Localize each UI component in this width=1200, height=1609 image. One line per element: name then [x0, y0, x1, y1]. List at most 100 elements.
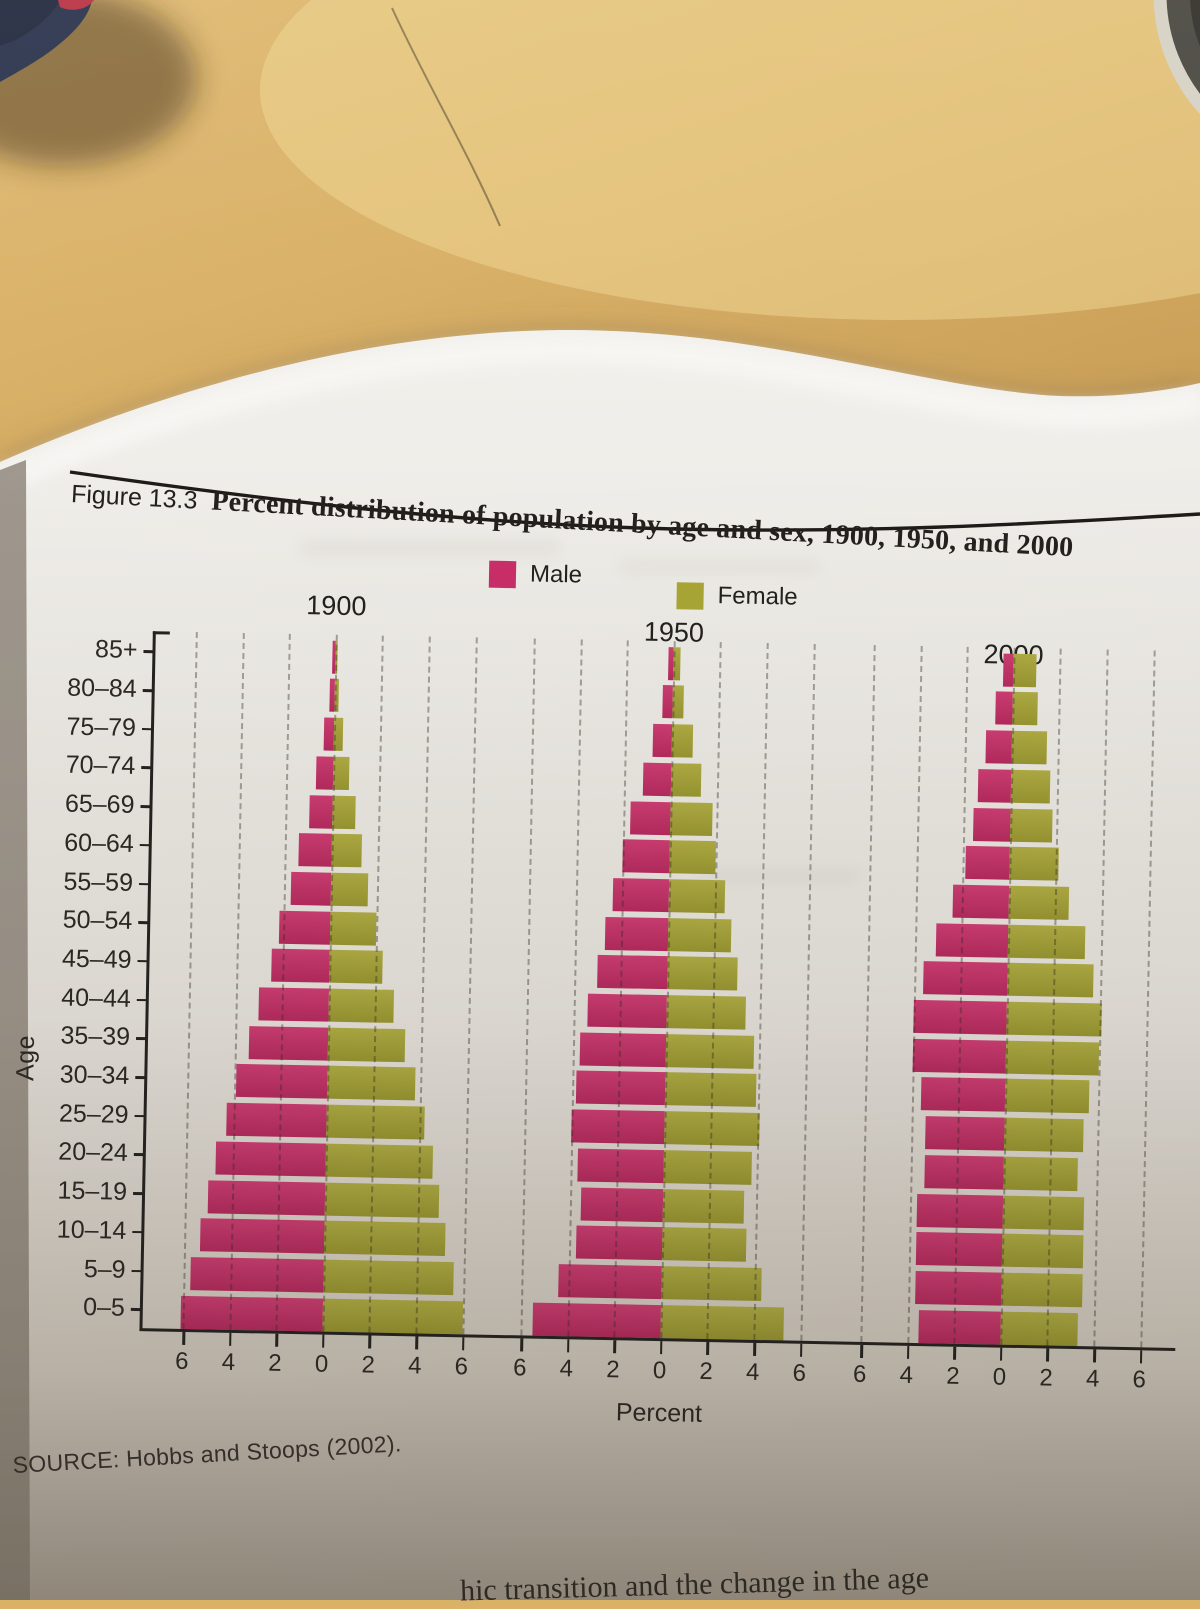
- male-bar-70–74: [977, 768, 1012, 803]
- age-label: 20–24: [58, 1137, 129, 1168]
- x-tick-label: 0: [992, 1363, 1007, 1391]
- female-bar-45–49: [1006, 962, 1094, 998]
- female-bar-65–69: [1009, 808, 1053, 843]
- page-stack-edge: [0, 460, 30, 1600]
- male-bar-0–5: [918, 1309, 1001, 1345]
- plot-area: [860, 645, 1156, 1348]
- female-bar-15–19: [1002, 1195, 1085, 1230]
- x-axis-tick: [566, 1339, 570, 1353]
- male-bar-35–39: [579, 1032, 667, 1067]
- male-bar-0–5: [180, 1295, 323, 1332]
- x-axis-tick: [321, 1334, 325, 1348]
- female-bar-20–24: [1003, 1156, 1079, 1191]
- female-bar-80–84: [1012, 692, 1039, 726]
- female-bar-35–39: [665, 1033, 755, 1069]
- age-label: 5–9: [83, 1254, 126, 1284]
- male-bar-10–14: [200, 1218, 325, 1254]
- male-bar-65–69: [630, 800, 671, 835]
- female-bar-60–64: [1009, 846, 1059, 881]
- male-bar-55–59: [290, 871, 332, 906]
- female-bar-65–69: [331, 795, 356, 829]
- x-tick-label: 4: [899, 1361, 914, 1389]
- x-axis-tick: [415, 1336, 418, 1350]
- hair-strand: [391, 7, 501, 227]
- x-tick-label: 2: [1039, 1364, 1054, 1392]
- male-bar-65–69: [308, 794, 333, 829]
- male-bar-60–64: [622, 839, 670, 874]
- female-bar-65–69: [669, 801, 713, 836]
- male-bar-70–74: [642, 762, 672, 797]
- female-bar-75–79: [1011, 730, 1047, 765]
- gridline: [182, 632, 198, 1329]
- female-bar-60–64: [669, 840, 717, 875]
- y-axis-tick: [142, 689, 153, 692]
- female-bar-20–24: [325, 1143, 434, 1179]
- y-axis-tick: [141, 766, 152, 770]
- jar-lid-top: [1190, 0, 1200, 47]
- female-bar-20–24: [663, 1149, 753, 1185]
- male-bar-0–5: [532, 1302, 661, 1338]
- age-axis: 85+ 80–84 75–79 70–74 65–69 60–64 55–59 50–54 45…: [22, 629, 170, 1331]
- y-axis-tick: [137, 959, 148, 963]
- male-bar-15–19: [208, 1179, 326, 1216]
- male-bar-20–24: [923, 1154, 1004, 1190]
- male-bar-20–24: [576, 1148, 664, 1183]
- age-label: 80–84: [66, 673, 138, 703]
- male-bar-75–79: [985, 730, 1012, 764]
- figure-top-rule: [69, 470, 1200, 532]
- male-bar-40–44: [586, 993, 667, 1029]
- x-axis-tick: [799, 1343, 803, 1357]
- female-bar-50–54: [1007, 924, 1086, 959]
- male-bar-50–54: [604, 916, 669, 951]
- y-axis-tick: [136, 998, 147, 1002]
- y-axis-tick: [132, 1230, 143, 1234]
- female-bar-55–59: [1008, 885, 1070, 920]
- age-label: 25–29: [58, 1099, 129, 1129]
- x-axis-tick: [706, 1341, 710, 1356]
- female-bar-60–64: [331, 833, 363, 868]
- gridline: [462, 637, 478, 1335]
- legend-item-male: Male: [488, 560, 582, 590]
- print-showthrough: [700, 870, 860, 882]
- y-axis-tick: [133, 1192, 144, 1195]
- x-axis-tick: [275, 1333, 279, 1347]
- gridline: [1093, 649, 1109, 1347]
- x-tick-label: 0: [314, 1350, 329, 1378]
- male-bar-40–44: [258, 987, 329, 1022]
- female-bar-35–39: [327, 1027, 405, 1062]
- x-tick-label: 6: [512, 1354, 527, 1382]
- x-axis-tick: [1139, 1350, 1143, 1364]
- age-label: 65–69: [64, 789, 135, 820]
- female-color-swatch: [676, 581, 704, 610]
- male-color-swatch: [488, 560, 517, 588]
- print-showthrough: [300, 540, 560, 556]
- male-bar-30–34: [576, 1070, 666, 1106]
- age-label: 55–59: [63, 867, 134, 897]
- gridline: [520, 638, 536, 1336]
- y-axis-tick: [131, 1269, 142, 1273]
- age-label: 45–49: [61, 944, 132, 974]
- male-bar-10–14: [575, 1225, 663, 1261]
- age-label: 70–74: [65, 751, 136, 781]
- male-bar-10–14: [915, 1232, 1003, 1267]
- age-label: 50–54: [62, 905, 133, 936]
- male-bar-25–29: [225, 1102, 327, 1138]
- x-tick-label: 4: [407, 1352, 422, 1380]
- female-bar-40–44: [666, 995, 746, 1030]
- y-axis-title: Age: [11, 1034, 41, 1082]
- y-axis-tick: [135, 1076, 146, 1079]
- y-axis-tick: [133, 1153, 144, 1157]
- male-bar-50–54: [935, 922, 1009, 958]
- female-bar-0–5: [660, 1304, 785, 1341]
- female-bar-25–29: [325, 1104, 425, 1140]
- male-bar-30–34: [920, 1077, 1006, 1113]
- y-axis-tick: [140, 805, 151, 808]
- female-bar-55–59: [330, 872, 369, 907]
- x-tick-label: 2: [699, 1357, 714, 1386]
- male-bar-5–9: [190, 1256, 324, 1293]
- female-bar-5–9: [322, 1259, 455, 1296]
- female-bar-70–74: [670, 763, 702, 797]
- x-axis-tick: [613, 1340, 617, 1354]
- jar-lid: [1153, 0, 1200, 115]
- male-bar-5–9: [558, 1264, 662, 1300]
